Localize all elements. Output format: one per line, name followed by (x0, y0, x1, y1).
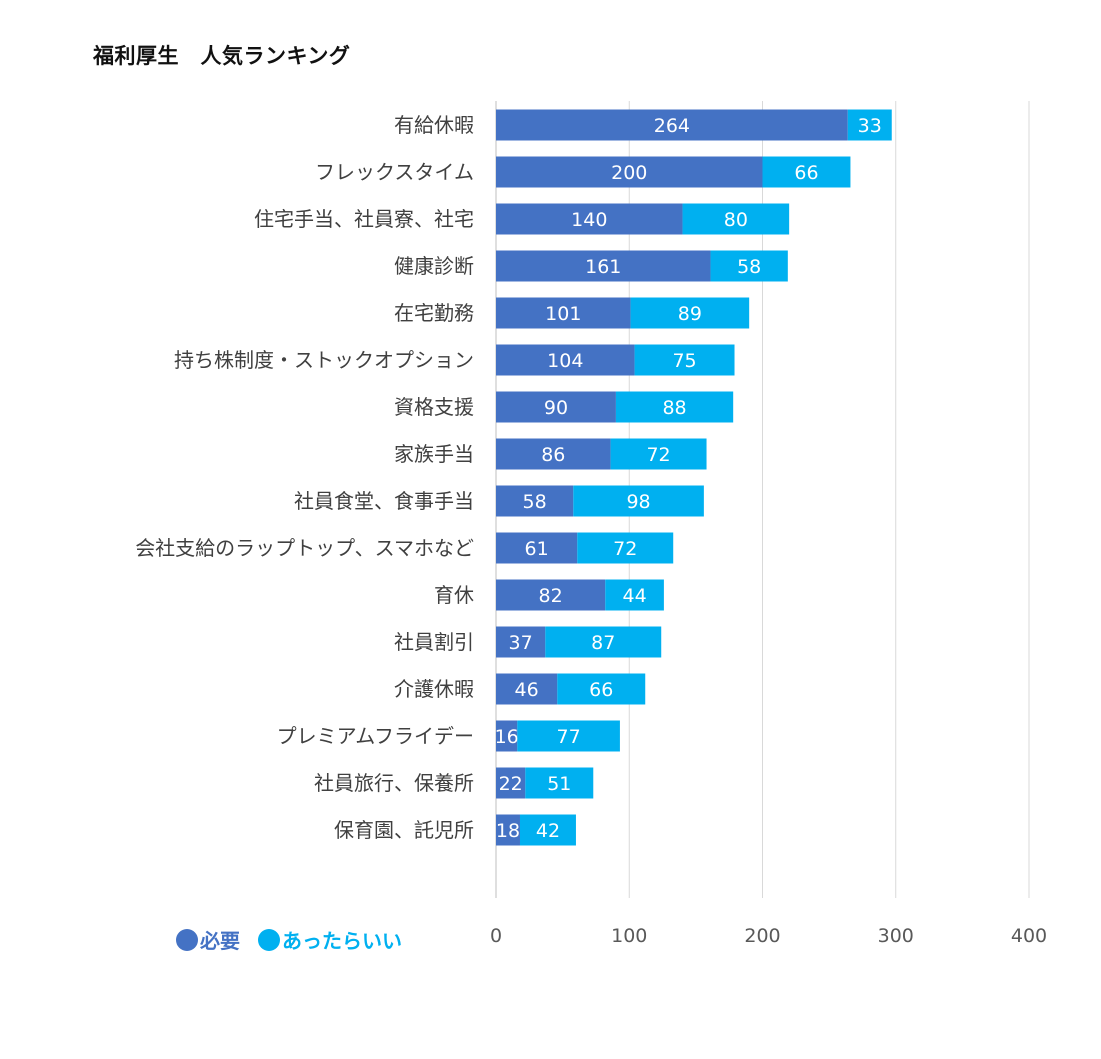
legend-dot (258, 928, 280, 951)
data-label: 90 (544, 397, 568, 419)
bar-segment-required (496, 767, 526, 799)
category-label: 会社支給のラップトップ、スマホなど (135, 536, 474, 560)
x-tick-label: 200 (744, 925, 780, 947)
legend: 必要 あったらいい (176, 925, 420, 956)
bar-segment-nice-to-have (615, 391, 734, 423)
data-label: 104 (547, 350, 583, 372)
data-label: 42 (536, 820, 560, 842)
bar-segment-nice-to-have (519, 814, 576, 846)
x-tick-label: 300 (878, 925, 914, 947)
legend-entry: 必要 (176, 925, 240, 954)
legend-dot (176, 928, 198, 951)
category-label: 社員旅行、保養所 (314, 771, 474, 795)
bar-segment-required (496, 297, 631, 329)
category-label: 健康診断 (394, 254, 474, 278)
bar-segment-nice-to-have (634, 344, 735, 376)
bar-segment-required (496, 814, 520, 846)
category-label: 介護休暇 (394, 677, 474, 701)
x-tick-label: 0 (490, 925, 502, 947)
data-label: 264 (654, 115, 690, 137)
bar-segment-required (496, 673, 558, 705)
bar-segment-required (496, 579, 606, 611)
category-label: 在宅勤務 (394, 301, 474, 325)
bar-segment-nice-to-have (610, 438, 707, 470)
bar-segment-nice-to-have (525, 767, 594, 799)
category-label: 社員食堂、食事手当 (294, 489, 474, 513)
x-tick-label: 400 (1011, 925, 1047, 947)
data-label: 200 (611, 162, 647, 184)
category-label: 住宅手当、社員寮、社宅 (254, 207, 474, 231)
legend-entry: あったらいい (258, 925, 402, 954)
category-label: 有給休暇 (394, 113, 474, 137)
data-label: 161 (585, 256, 621, 278)
x-tick-label: 100 (611, 925, 647, 947)
data-label: 51 (547, 773, 571, 795)
data-label: 72 (646, 444, 670, 466)
bar-segment-required (496, 720, 518, 752)
bar-segment-required (496, 344, 635, 376)
bar-segment-nice-to-have (577, 532, 674, 564)
bar-segment-nice-to-have (682, 203, 790, 235)
category-label: プレミアムフライデー (277, 724, 474, 748)
bar-segment-nice-to-have (710, 250, 788, 282)
category-label: 家族手当 (394, 442, 474, 466)
bar-segment-required (496, 438, 611, 470)
category-label: フレックスタイム (315, 160, 474, 184)
bar-segment-required (496, 250, 711, 282)
data-label: 75 (672, 350, 696, 372)
category-label: 社員割引 (394, 630, 474, 654)
data-label: 66 (589, 679, 613, 701)
data-label: 140 (571, 209, 607, 231)
data-label: 72 (613, 538, 637, 560)
data-label: 89 (678, 303, 702, 325)
data-label: 61 (525, 538, 549, 560)
bar-segment-required (496, 156, 763, 188)
data-label: 58 (737, 256, 761, 278)
data-label: 101 (545, 303, 581, 325)
bar-segment-required (496, 532, 578, 564)
bar-segment-nice-to-have (847, 109, 892, 141)
bar-segment-required (496, 626, 546, 658)
data-label: 18 (496, 820, 520, 842)
bar-segment-nice-to-have (605, 579, 664, 611)
data-label: 22 (499, 773, 523, 795)
data-label: 58 (523, 491, 547, 513)
data-label: 86 (541, 444, 565, 466)
category-label: 育休 (434, 583, 474, 607)
legend-label: 必要 (200, 929, 240, 953)
bar-segment-required (496, 485, 574, 517)
legend-label: あったらいい (282, 929, 402, 953)
data-label: 98 (626, 491, 650, 513)
data-label: 46 (515, 679, 539, 701)
bar-segment-required (496, 109, 848, 141)
bar-segment-nice-to-have (630, 297, 750, 329)
data-label: 87 (591, 632, 615, 654)
bar-segment-required (496, 391, 616, 423)
category-label: 持ち株制度・ストックオプション (174, 348, 474, 372)
data-label: 77 (557, 726, 581, 748)
bar-segment-nice-to-have (517, 720, 620, 752)
category-label: 資格支援 (394, 395, 474, 419)
bar-segment-nice-to-have (762, 156, 851, 188)
bar-segment-required (496, 203, 683, 235)
data-label: 33 (858, 115, 882, 137)
data-label: 88 (662, 397, 686, 419)
data-label: 44 (622, 585, 646, 607)
bar-segment-nice-to-have (557, 673, 646, 705)
category-label: 保育園、託児所 (334, 818, 474, 842)
chart-title: 福利厚生 人気ランキング (93, 44, 351, 68)
data-label: 16 (495, 726, 519, 748)
bar-segment-nice-to-have (573, 485, 704, 517)
data-label: 82 (539, 585, 563, 607)
bar-segment-nice-to-have (545, 626, 662, 658)
data-label: 66 (794, 162, 818, 184)
data-label: 37 (509, 632, 533, 654)
data-label: 80 (724, 209, 748, 231)
